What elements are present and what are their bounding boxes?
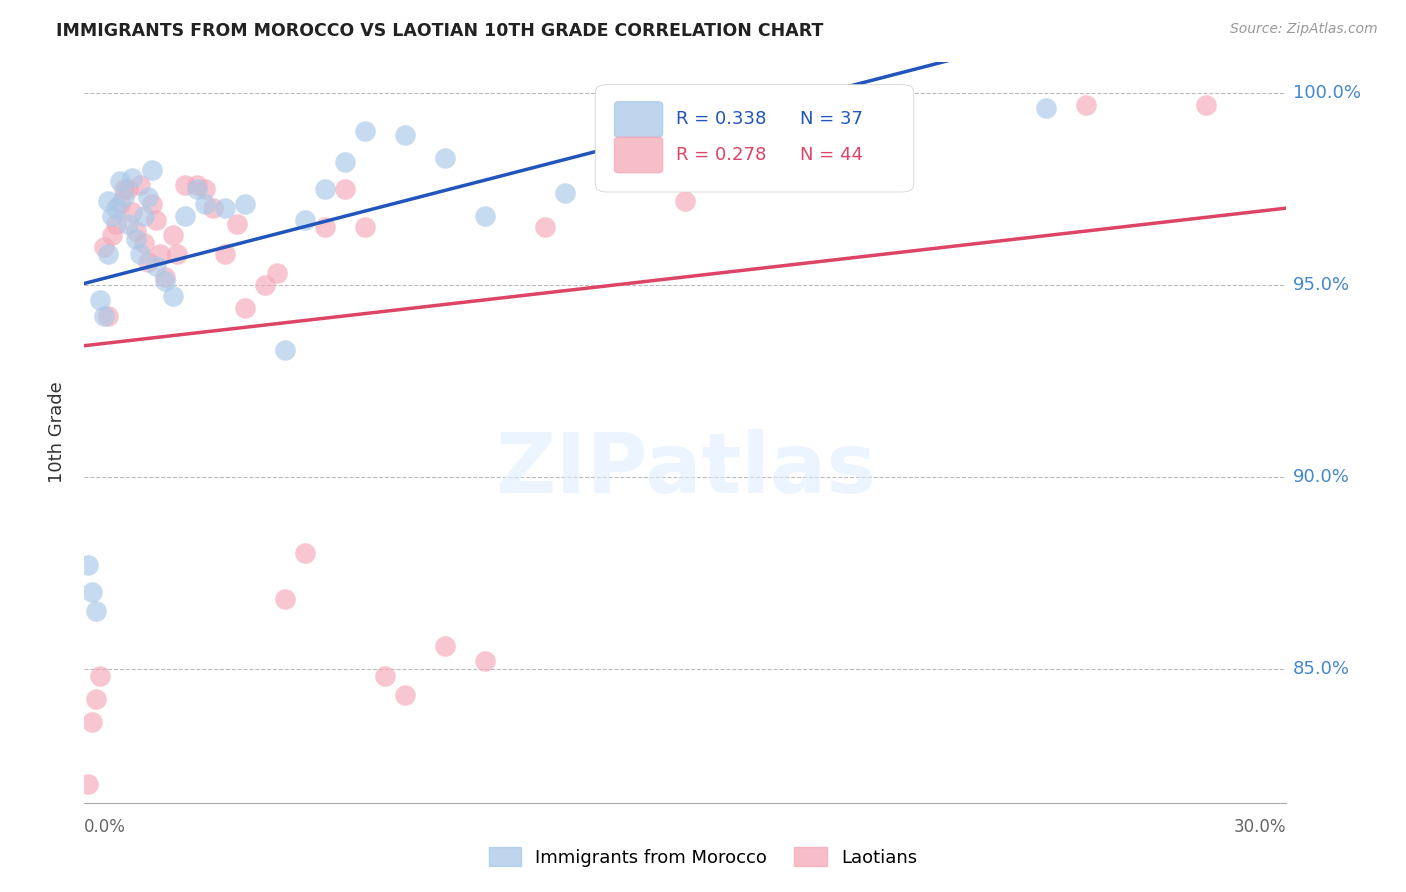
Point bbox=[394, 689, 416, 703]
Text: 85.0%: 85.0% bbox=[1292, 659, 1350, 678]
Point bbox=[121, 170, 143, 185]
Point bbox=[129, 247, 152, 261]
Point bbox=[194, 197, 217, 211]
Text: ZIPatlas: ZIPatlas bbox=[495, 429, 876, 510]
Point bbox=[162, 228, 184, 243]
FancyBboxPatch shape bbox=[614, 137, 662, 173]
Point bbox=[138, 190, 160, 204]
Point bbox=[86, 604, 108, 618]
Point bbox=[186, 178, 208, 193]
Text: 100.0%: 100.0% bbox=[1292, 84, 1361, 102]
Point bbox=[162, 289, 184, 303]
Point bbox=[333, 182, 356, 196]
Text: 95.0%: 95.0% bbox=[1292, 276, 1350, 294]
Point bbox=[114, 190, 135, 204]
FancyBboxPatch shape bbox=[595, 85, 914, 192]
Text: 90.0%: 90.0% bbox=[1292, 467, 1350, 486]
Text: N = 44: N = 44 bbox=[800, 146, 863, 164]
FancyBboxPatch shape bbox=[614, 102, 662, 137]
Point bbox=[253, 277, 276, 292]
Point bbox=[434, 639, 457, 653]
Point bbox=[121, 205, 143, 219]
Point bbox=[89, 669, 111, 683]
Point bbox=[141, 197, 163, 211]
Point bbox=[166, 247, 188, 261]
Point bbox=[294, 546, 316, 560]
Point bbox=[794, 97, 817, 112]
Text: R = 0.338: R = 0.338 bbox=[676, 111, 766, 128]
Point bbox=[117, 182, 139, 196]
Point bbox=[434, 152, 457, 166]
Point bbox=[1076, 97, 1098, 112]
Text: N = 37: N = 37 bbox=[800, 111, 863, 128]
Point bbox=[233, 301, 256, 315]
Point bbox=[110, 174, 132, 188]
Point bbox=[225, 217, 247, 231]
Point bbox=[77, 558, 100, 572]
Point bbox=[77, 776, 100, 790]
Point bbox=[97, 247, 120, 261]
Point bbox=[314, 182, 336, 196]
Point bbox=[114, 182, 135, 196]
Point bbox=[141, 162, 163, 177]
Point bbox=[105, 201, 128, 215]
Text: 30.0%: 30.0% bbox=[1234, 818, 1286, 836]
Point bbox=[89, 293, 111, 308]
Point bbox=[333, 155, 356, 169]
Point bbox=[474, 654, 496, 668]
Point bbox=[534, 220, 557, 235]
Point bbox=[314, 220, 336, 235]
Point bbox=[186, 182, 208, 196]
Point bbox=[173, 209, 195, 223]
Point bbox=[134, 235, 156, 250]
Point bbox=[105, 217, 128, 231]
Point bbox=[173, 178, 195, 193]
Point bbox=[675, 194, 697, 208]
Text: 0.0%: 0.0% bbox=[84, 818, 127, 836]
Point bbox=[82, 584, 104, 599]
Point bbox=[125, 224, 148, 238]
Point bbox=[354, 220, 377, 235]
Point bbox=[194, 182, 217, 196]
Point bbox=[1195, 97, 1218, 112]
Point bbox=[214, 201, 236, 215]
Point bbox=[274, 343, 297, 358]
Point bbox=[97, 194, 120, 208]
Point bbox=[93, 309, 115, 323]
Point bbox=[294, 212, 316, 227]
Point bbox=[554, 186, 576, 200]
Text: Source: ZipAtlas.com: Source: ZipAtlas.com bbox=[1230, 22, 1378, 37]
Point bbox=[201, 201, 224, 215]
Point bbox=[101, 228, 124, 243]
Point bbox=[474, 209, 496, 223]
Point bbox=[145, 259, 167, 273]
Point bbox=[138, 255, 160, 269]
Point bbox=[125, 232, 148, 246]
Legend: Immigrants from Morocco, Laotians: Immigrants from Morocco, Laotians bbox=[481, 840, 925, 874]
Point bbox=[394, 128, 416, 143]
Text: IMMIGRANTS FROM MOROCCO VS LAOTIAN 10TH GRADE CORRELATION CHART: IMMIGRANTS FROM MOROCCO VS LAOTIAN 10TH … bbox=[56, 22, 824, 40]
Point bbox=[97, 309, 120, 323]
Point bbox=[145, 212, 167, 227]
Point bbox=[214, 247, 236, 261]
Point bbox=[117, 217, 139, 231]
Point bbox=[153, 270, 176, 285]
Point bbox=[134, 209, 156, 223]
Point bbox=[1035, 102, 1057, 116]
Point bbox=[129, 178, 152, 193]
Point bbox=[266, 267, 288, 281]
Point bbox=[233, 197, 256, 211]
Point bbox=[82, 715, 104, 730]
Point bbox=[93, 239, 115, 253]
Point bbox=[274, 592, 297, 607]
Point bbox=[374, 669, 396, 683]
Text: R = 0.278: R = 0.278 bbox=[676, 146, 766, 164]
Point bbox=[153, 274, 176, 288]
Point bbox=[110, 197, 132, 211]
Point bbox=[101, 209, 124, 223]
Point bbox=[354, 124, 377, 138]
Y-axis label: 10th Grade: 10th Grade bbox=[48, 382, 66, 483]
Point bbox=[86, 692, 108, 706]
Point bbox=[149, 247, 172, 261]
